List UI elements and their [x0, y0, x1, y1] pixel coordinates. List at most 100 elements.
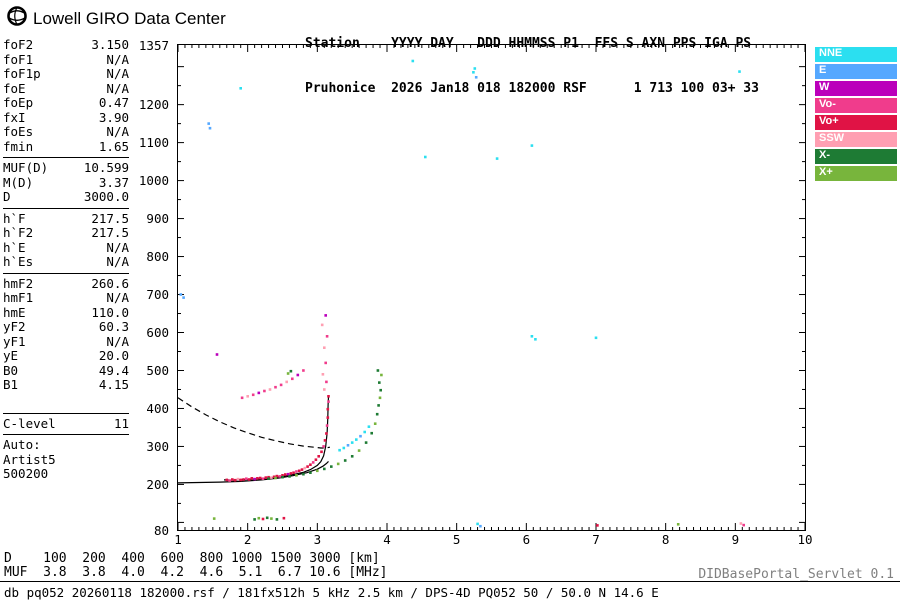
brand: Lowell GIRO Data Center: [6, 5, 226, 32]
param-foF1: foF1 N/A: [3, 52, 129, 68]
echo-dot: [306, 465, 309, 468]
echo-dot: [231, 478, 234, 481]
param-value: 260.6: [91, 275, 129, 291]
param-foF1p: foF1p N/A: [3, 66, 129, 82]
echo-dot: [325, 335, 329, 338]
param-label: h`Es: [3, 254, 34, 269]
x-tick-label: 3: [313, 532, 322, 547]
param-label: MUF(D): [3, 160, 49, 175]
echo-dot: [258, 476, 262, 480]
echo-dot: [289, 369, 293, 373]
param-value: 20.0: [98, 348, 129, 363]
echo-dot: [239, 478, 242, 482]
param-fmin: fmin 1.65: [3, 138, 129, 155]
echo-dot: [323, 439, 327, 442]
echo-dot: [324, 314, 327, 317]
echo-dot: [321, 373, 325, 376]
true-height-profile-curve: [177, 460, 329, 484]
param-value: 0.47: [98, 95, 129, 110]
param-foE: foE N/A: [3, 80, 129, 97]
echo-dot: [359, 434, 362, 438]
echo-dot: [242, 478, 245, 481]
param-M(D): M(D) 3.37: [3, 175, 129, 191]
echo-points: [179, 59, 745, 528]
echo-dot: [245, 477, 248, 480]
echo-dot: [281, 474, 284, 477]
echo-dot: [309, 463, 312, 466]
echo-dot: [357, 449, 361, 452]
echo-dot: [268, 388, 272, 391]
echo-dot: [267, 475, 270, 479]
echo-dot: [215, 353, 219, 356]
echo-dot: [325, 432, 328, 435]
echo-dot: [270, 517, 273, 520]
x-tick-label: 10: [797, 532, 813, 547]
y-tick-label: 700: [146, 287, 169, 303]
param-label: foF1p: [3, 66, 41, 81]
param-section: foF2 3.150 foF1 N/A foF1p N/A foE N/A foEp 0.47 fx…: [3, 37, 129, 155]
y-tick-label: 400: [146, 400, 169, 416]
echo-dot: [261, 517, 265, 521]
legend-item-Vo+: Vo+: [815, 115, 897, 130]
echo-dot: [336, 462, 340, 466]
param-value: 1.65: [98, 138, 129, 154]
echo-dot: [253, 477, 256, 481]
param-section: C-level 11: [3, 415, 129, 432]
echo-dot: [257, 516, 261, 520]
auto-label: Auto:: [3, 437, 41, 452]
param-label: D: [3, 189, 11, 204]
echo-dot: [295, 470, 298, 473]
param-yE: yE 20.0: [3, 348, 129, 364]
echo-dot: [330, 465, 333, 468]
echo-dot: [350, 441, 354, 444]
legend-item-X-: X-: [815, 149, 897, 164]
param-label: yF1: [3, 333, 26, 349]
auto-label: Artist5: [3, 451, 56, 467]
echo-dot: [207, 122, 210, 125]
echo-dot: [297, 469, 301, 473]
echo-dot: [295, 474, 298, 477]
echo-dot: [342, 446, 346, 450]
echo-dot: [322, 445, 325, 448]
x-tick-label: 7: [592, 532, 600, 547]
echo-dot: [739, 522, 743, 525]
echo-dot: [302, 369, 305, 372]
echo-dot: [225, 478, 229, 482]
echo-dot: [320, 323, 324, 327]
param-label: h`E: [3, 239, 26, 255]
echo-dot: [327, 395, 330, 398]
ionogram-plot: [177, 44, 806, 531]
param-h`F: h`F 217.5: [3, 211, 129, 227]
echo-dot: [292, 471, 295, 474]
param-yF1: yF1 N/A: [3, 333, 129, 350]
param-value: 4.15: [98, 377, 129, 392]
param-label: B1: [3, 377, 19, 392]
echo-dot: [309, 471, 312, 474]
echo-dot: [472, 71, 475, 74]
echo-dot: [246, 395, 249, 398]
echo-dot: [326, 416, 330, 419]
param-label: fxI: [3, 109, 26, 125]
param-foF2: foF2 3.150: [3, 37, 129, 53]
echo-dot: [355, 438, 358, 441]
echo-dot: [286, 472, 290, 476]
echo-dot: [326, 407, 330, 411]
echo-dot: [378, 396, 382, 400]
panel-divider: [3, 412, 129, 414]
param-value: 217.5: [91, 225, 129, 240]
param-value: N/A: [106, 254, 129, 269]
param-B0: B0 49.4: [3, 363, 129, 379]
x-tick-label: 8: [661, 532, 670, 547]
param-label: foF2: [3, 37, 34, 52]
param-label: foE: [3, 80, 26, 96]
echo-dot: [314, 458, 318, 461]
param-label: hmF2: [3, 275, 34, 291]
echo-dot: [350, 455, 354, 458]
param-foEp: foEp 0.47: [3, 95, 129, 111]
param-value: 11: [113, 415, 129, 431]
echo-dot: [376, 369, 380, 372]
param-value: N/A: [106, 239, 129, 255]
echo-dot: [236, 477, 240, 481]
param-section: hmF2 260.6 hmF1 N/A hmE 110.0 yF2 60.3 yF1 N/A yE 2…: [3, 275, 129, 393]
echo-dot: [373, 422, 377, 425]
